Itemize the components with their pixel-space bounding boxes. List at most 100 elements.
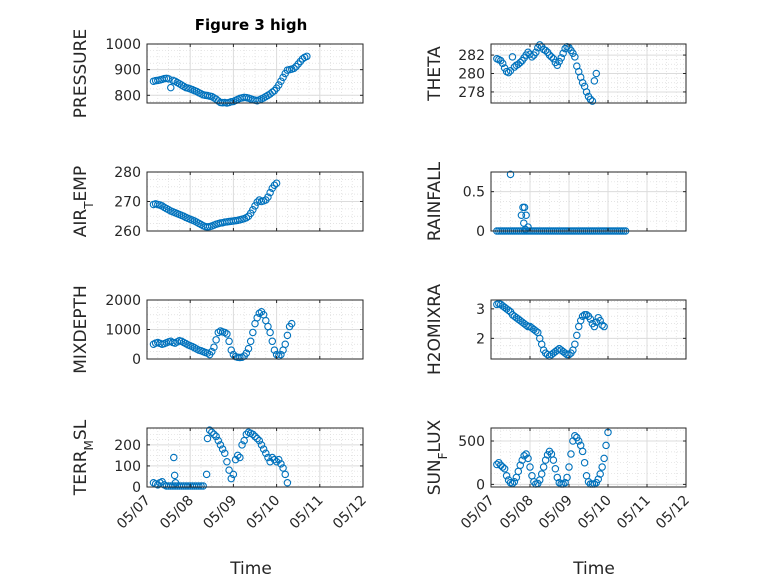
data-point (541, 46, 550, 55)
data-point (510, 478, 519, 486)
data-point (557, 54, 565, 62)
data-point (268, 88, 277, 96)
data-point (504, 68, 513, 77)
data-point (164, 75, 173, 83)
data-point (197, 482, 205, 490)
data-point (574, 437, 583, 445)
data-point (170, 471, 179, 480)
data-point (253, 313, 261, 322)
data-point (255, 436, 264, 445)
data-point (524, 454, 532, 463)
data-point (212, 432, 220, 441)
data-point (272, 179, 281, 187)
data-point (580, 458, 589, 467)
data-point (227, 346, 235, 354)
data-point (249, 206, 257, 214)
data-point (251, 432, 259, 441)
data-point (275, 81, 283, 89)
data-point (576, 316, 585, 325)
y-tick-label: 278 (458, 85, 485, 101)
data-point (506, 66, 515, 75)
data-point (524, 48, 532, 57)
y-axis-label: H2OMIXRA (425, 284, 445, 375)
x-axis-label-right: Time (572, 559, 615, 579)
axes-box (490, 427, 687, 488)
data-point (272, 457, 281, 466)
data-point (225, 466, 233, 474)
data-point (506, 170, 515, 179)
subplot-3: 260 270 280 AIRTEMP (71, 165, 364, 240)
data-point (553, 61, 562, 69)
data-point (303, 52, 311, 61)
data-point (257, 441, 266, 449)
data-point (275, 455, 283, 464)
data-point (551, 465, 560, 473)
data-point (253, 434, 261, 443)
data-point (259, 445, 268, 453)
data-point (171, 479, 180, 487)
data-point (283, 331, 292, 340)
data-point (270, 181, 279, 190)
axes-box (146, 43, 364, 104)
data-point (567, 450, 575, 458)
data-point (249, 430, 257, 439)
data-point (522, 211, 530, 220)
data-point (279, 464, 287, 472)
data-point (262, 449, 270, 458)
data-point (569, 49, 577, 57)
data-point (225, 337, 233, 346)
data-point (203, 349, 212, 357)
data-point (502, 471, 511, 480)
data-point (221, 449, 229, 458)
y-tick-label: 900 (114, 63, 141, 79)
data-point (251, 202, 259, 210)
data-point (537, 470, 546, 478)
y-axis-label: TERRMSL (71, 419, 96, 496)
data-point (238, 441, 246, 449)
data-point (586, 315, 595, 323)
y-tick-label: 0 (132, 480, 141, 496)
data-point (522, 321, 530, 329)
subplot-2: 278 280 282 THETA (425, 41, 687, 105)
y-axis-label: AIRTEMP (71, 166, 96, 237)
data-point (264, 453, 272, 462)
y-tick-label: 1000 (105, 323, 141, 339)
data-point (498, 463, 507, 471)
y-tick-label: 800 (114, 88, 141, 104)
data-point (202, 470, 211, 479)
data-point (596, 470, 604, 478)
data-point (268, 337, 277, 346)
data-point (205, 426, 214, 434)
y-tick-label: 1000 (105, 37, 141, 53)
data-point (244, 344, 253, 353)
data-point (216, 441, 225, 449)
data-point (229, 470, 238, 479)
data-point (223, 330, 231, 338)
data-point (541, 456, 550, 464)
x-axis-label-left: Time (229, 559, 272, 579)
data-point (596, 316, 604, 325)
data-point (270, 346, 279, 354)
data-point (227, 474, 235, 483)
data-point (290, 64, 298, 73)
subplot-4: 0 0.5 RAINFALL (425, 161, 687, 241)
data-point (555, 478, 563, 487)
data-point (532, 327, 540, 335)
data-point (600, 454, 608, 463)
data-point (281, 470, 289, 479)
data-point (268, 453, 277, 462)
data-point (170, 453, 178, 462)
data-point (582, 310, 591, 319)
data-point (555, 57, 563, 66)
data-point (264, 193, 272, 201)
y-tick-label: 270 (114, 195, 141, 211)
data-point (561, 478, 569, 487)
data-point (594, 475, 602, 483)
data-point (195, 482, 203, 490)
data-point (600, 322, 608, 331)
data-point (578, 78, 587, 87)
data-point (208, 428, 216, 436)
y-axis-label: PRESSURE (71, 29, 91, 118)
